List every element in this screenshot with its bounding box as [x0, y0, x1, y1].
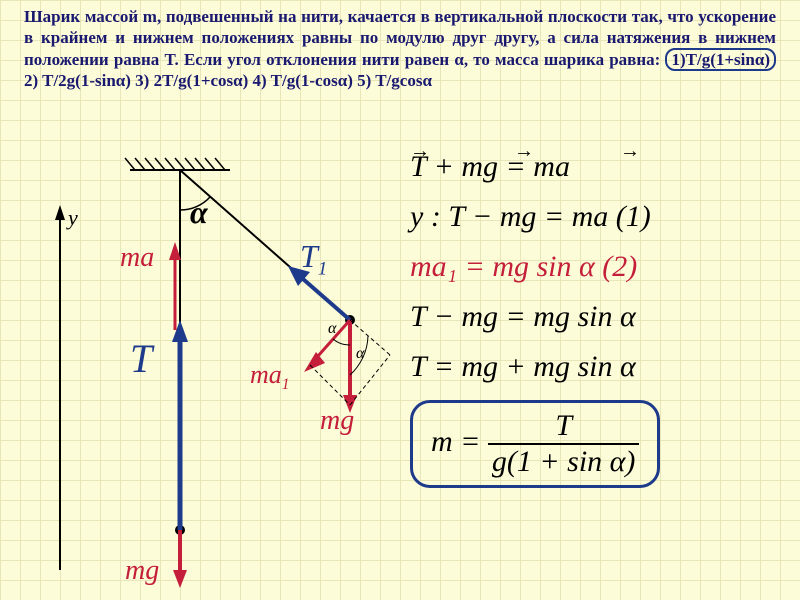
- y-axis-label: y: [68, 205, 78, 231]
- mg-side-label: mg: [320, 405, 354, 437]
- answer-box: m = T g(1 + sin α): [410, 400, 660, 488]
- correct-answer-highlight: 1)T/g(1+sinα): [665, 48, 776, 71]
- ma1-label: ma1: [250, 360, 290, 394]
- equation-combined: T − mg = mg sin α: [410, 300, 790, 334]
- alpha-small-1: α: [328, 320, 336, 338]
- equation-vector: → → → T + mg = ma: [410, 150, 790, 184]
- problem-text-before: Шарик массой m, подвешенный на нити, кач…: [24, 7, 776, 69]
- problem-statement: Шарик массой m, подвешенный на нити, кач…: [24, 6, 776, 91]
- tension-T-label: T: [130, 335, 152, 382]
- alpha-label: α: [190, 194, 208, 231]
- answer-fraction: T g(1 + sin α): [488, 409, 639, 479]
- mg-bottom-label: mg: [125, 555, 159, 587]
- T1-label: T1: [300, 238, 327, 280]
- equation-y-projection: y : T − mg = ma (1): [410, 200, 790, 234]
- ma-label: ma: [120, 242, 154, 274]
- equations-block: → → → T + mg = ma y : T − mg = ma (1) ma…: [410, 150, 790, 504]
- problem-text-after: 2) T/2g(1-sinα) 3) 2T/g(1+cosα) 4) T/g(1…: [24, 71, 432, 90]
- equation-T-expanded: T = mg + mg sin α: [410, 350, 790, 384]
- equation-tangential: ma₁ = mg sin α (2): [410, 250, 790, 284]
- alpha-small-2: α: [356, 345, 364, 363]
- physics-diagram: y α ma T mg T1 ma1 mg α α: [20, 150, 400, 590]
- equation-answer: m = T g(1 + sin α): [410, 400, 790, 488]
